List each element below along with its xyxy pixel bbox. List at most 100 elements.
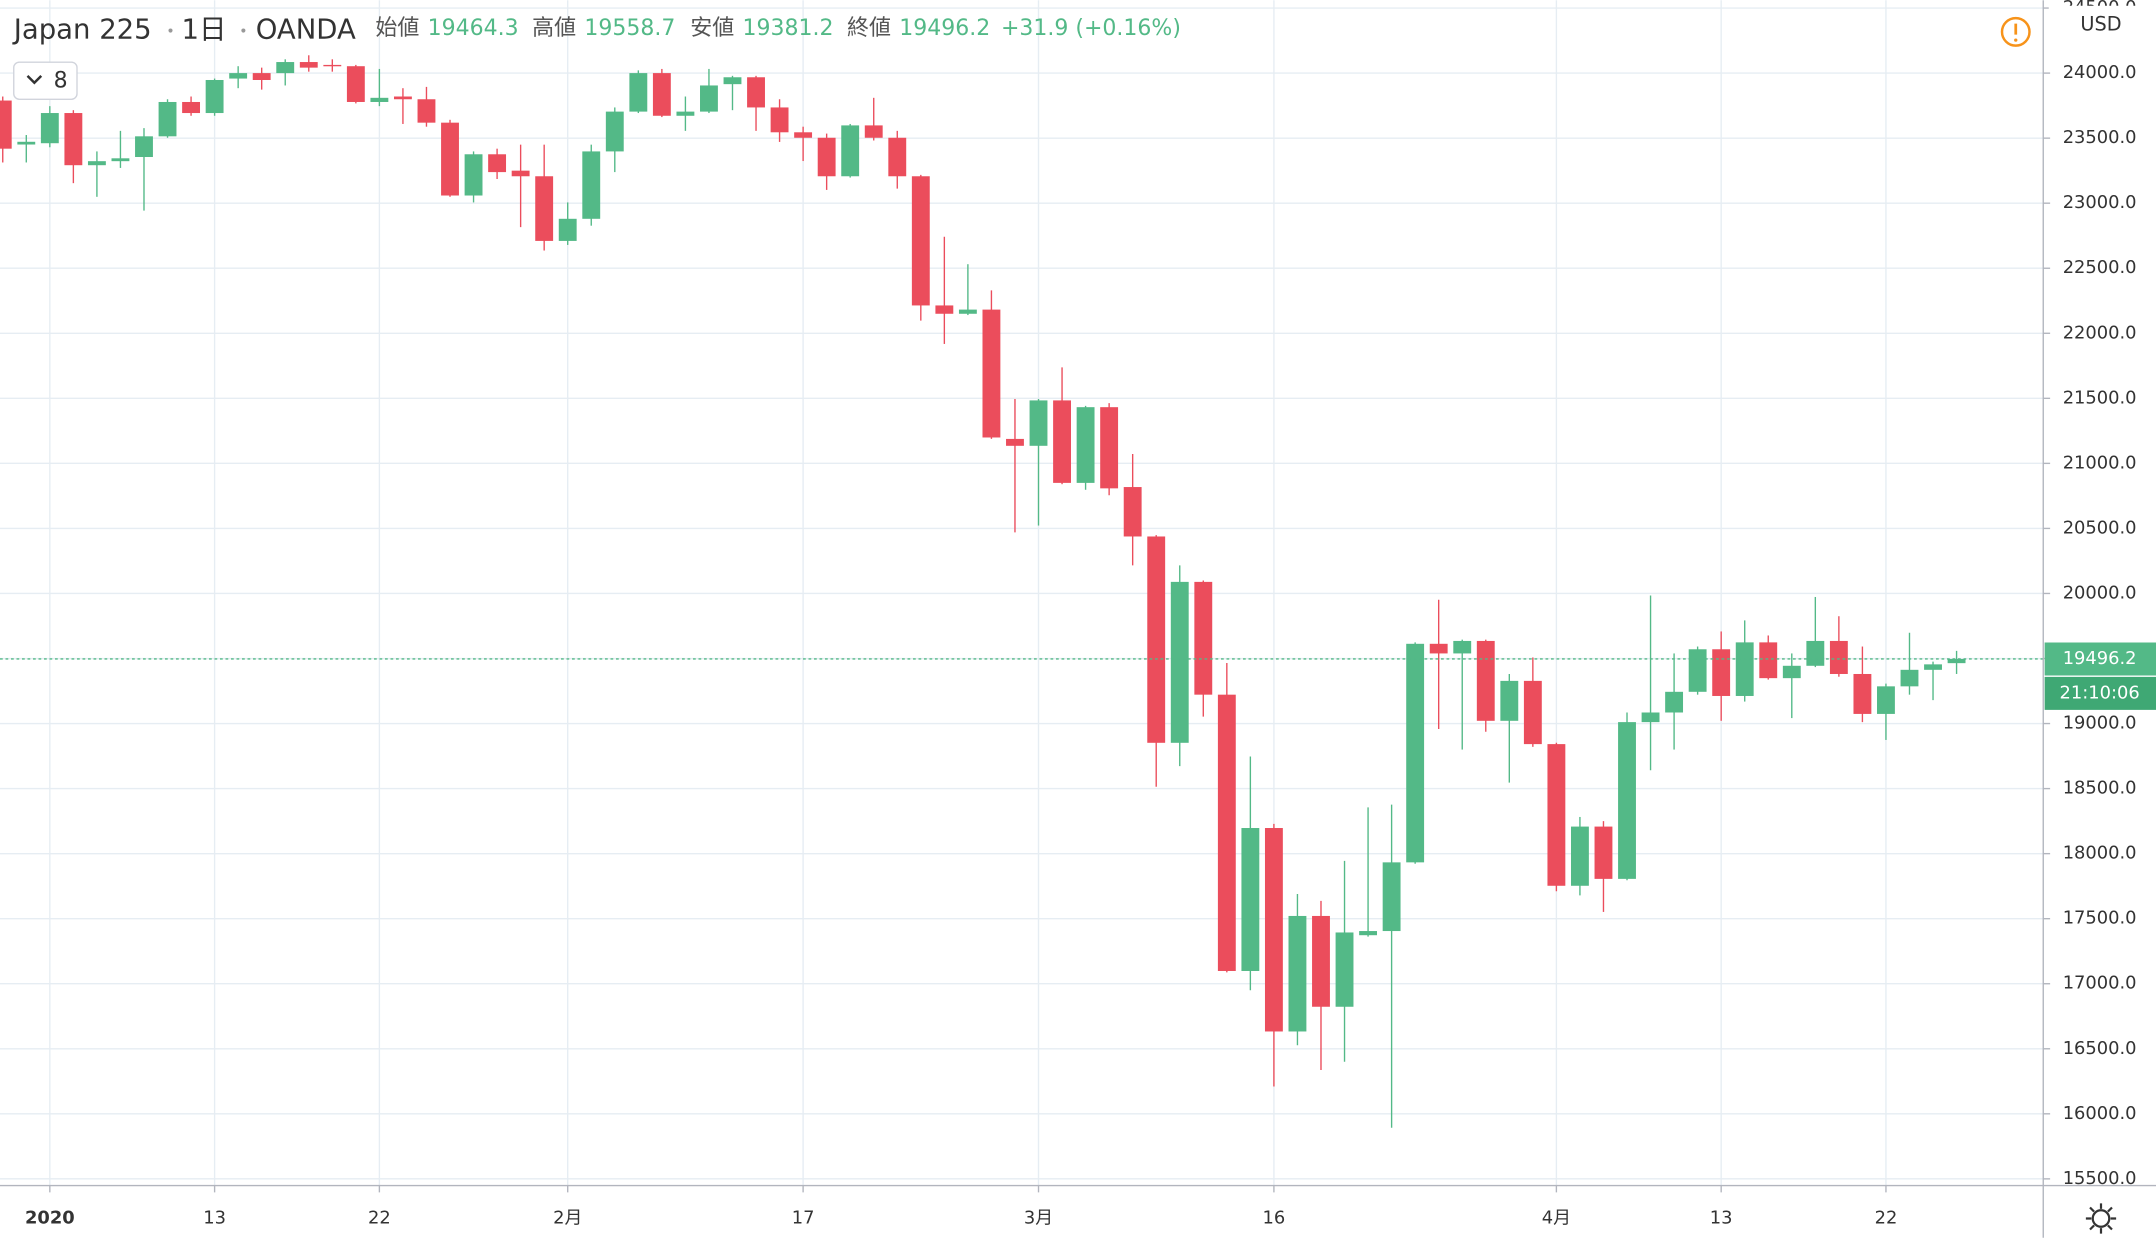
candle-body xyxy=(393,96,412,100)
candle-body xyxy=(1594,826,1613,879)
candle-body xyxy=(1217,694,1236,971)
candle-body xyxy=(1712,649,1731,696)
separator xyxy=(241,28,246,33)
candle-body xyxy=(700,85,718,112)
candle-body xyxy=(817,137,836,177)
candle-body xyxy=(747,77,765,108)
symbol: Japan 225 xyxy=(12,14,152,46)
currency[interactable]: USD xyxy=(2080,13,2121,36)
x-tick-label: 3月 xyxy=(1024,1208,1053,1229)
candle-body xyxy=(511,170,530,177)
settings-icon[interactable] xyxy=(2085,1203,2117,1234)
x-tick-label: 4月 xyxy=(1542,1208,1571,1229)
overlay: 19496.2 21:10:06 xyxy=(0,642,2156,710)
candle-body xyxy=(1641,712,1660,723)
candle-body xyxy=(229,73,248,79)
candle-body xyxy=(111,158,130,162)
exchange: OANDA xyxy=(256,14,356,46)
candle-body xyxy=(935,305,954,314)
candle-body xyxy=(1688,649,1707,692)
low-label: 安値 xyxy=(690,16,734,41)
candle-body xyxy=(64,113,83,166)
candle-body xyxy=(158,101,177,137)
y-tick-label: 23500.0 xyxy=(2063,127,2137,148)
candles xyxy=(0,55,1966,1128)
candle-body xyxy=(252,73,271,80)
x-tick-label: 17 xyxy=(792,1208,815,1229)
y-tick-label: 20500.0 xyxy=(2063,517,2137,538)
candle-body xyxy=(1735,642,1754,696)
candle-body xyxy=(417,99,436,123)
candle-body xyxy=(1547,744,1566,886)
y-tick-label: 21500.0 xyxy=(2063,387,2137,408)
open-label: 始値 xyxy=(375,16,419,41)
warning-dot xyxy=(2014,38,2018,42)
candle-body xyxy=(1264,828,1283,1032)
interval: 1日 xyxy=(182,14,227,46)
indicator-toggle-box[interactable] xyxy=(13,61,78,100)
y-tick-label: 24000.0 xyxy=(2063,62,2137,83)
high-label: 高値 xyxy=(532,16,576,41)
candle-body xyxy=(1853,673,1872,714)
x-tick-label: 2月 xyxy=(553,1208,582,1229)
candle-body xyxy=(676,111,695,116)
y-tick-label: 23000.0 xyxy=(2063,192,2137,213)
open-value: 19464.3 xyxy=(428,16,519,41)
candle-body xyxy=(1500,680,1519,721)
candle-body xyxy=(1100,407,1119,489)
candle-body xyxy=(1076,407,1095,483)
candle-body xyxy=(1924,664,1942,670)
candle-body xyxy=(723,77,742,85)
candle-body xyxy=(888,137,907,177)
x-tick-label: 16 xyxy=(1263,1208,1286,1229)
candle-body xyxy=(1382,862,1401,932)
y-tick-label: 18500.0 xyxy=(2063,778,2137,799)
x-tick-label: 22 xyxy=(368,1208,391,1229)
candle-body xyxy=(1429,643,1448,654)
candle-body xyxy=(370,97,389,102)
countdown: 21:10:06 xyxy=(2060,682,2140,703)
indicator-toggle[interactable]: 8 xyxy=(13,61,78,100)
separator xyxy=(168,28,173,33)
high-value: 19558.7 xyxy=(584,16,675,41)
candle-body xyxy=(1618,722,1636,879)
warning-icon[interactable] xyxy=(2000,16,2031,47)
candle-body xyxy=(182,101,201,114)
close-value: 19496.2 xyxy=(899,16,990,41)
candle-body xyxy=(299,62,318,68)
candle-body xyxy=(770,107,789,133)
candle-body xyxy=(911,176,930,306)
candle-body xyxy=(1123,487,1142,537)
candle-body xyxy=(1782,665,1801,679)
candle-body xyxy=(441,122,459,196)
candle-body xyxy=(1759,642,1778,679)
candle-body xyxy=(1335,932,1354,1007)
candle-body xyxy=(1288,915,1307,1032)
y-tick-label: 17000.0 xyxy=(2063,973,2137,994)
y-tick-label: 19000.0 xyxy=(2063,713,2137,734)
price-label-box xyxy=(2044,642,2156,676)
candle-body xyxy=(87,161,106,166)
candle-body xyxy=(582,151,601,219)
y-tick-label: 16000.0 xyxy=(2063,1103,2137,1124)
candle-body xyxy=(1241,828,1260,971)
sun-rays xyxy=(2085,1203,2117,1234)
candle-body xyxy=(1829,640,1848,674)
y-tick-label: 21000.0 xyxy=(2063,452,2137,473)
candle-body xyxy=(346,66,365,102)
candle-body xyxy=(1406,643,1425,863)
candle-body xyxy=(1476,640,1495,721)
sun-circle[interactable] xyxy=(2091,1209,2111,1228)
x-tick-label: 13 xyxy=(1710,1208,1733,1229)
candle-body xyxy=(794,132,813,138)
x-tick-label: 13 xyxy=(203,1208,226,1229)
candle-body xyxy=(1665,691,1684,713)
candle-body xyxy=(488,154,507,173)
candle-body xyxy=(629,73,648,112)
candle-body xyxy=(464,154,483,196)
warning-circle[interactable] xyxy=(2000,16,2031,47)
candle-body xyxy=(276,62,295,74)
candle-body xyxy=(605,111,624,152)
